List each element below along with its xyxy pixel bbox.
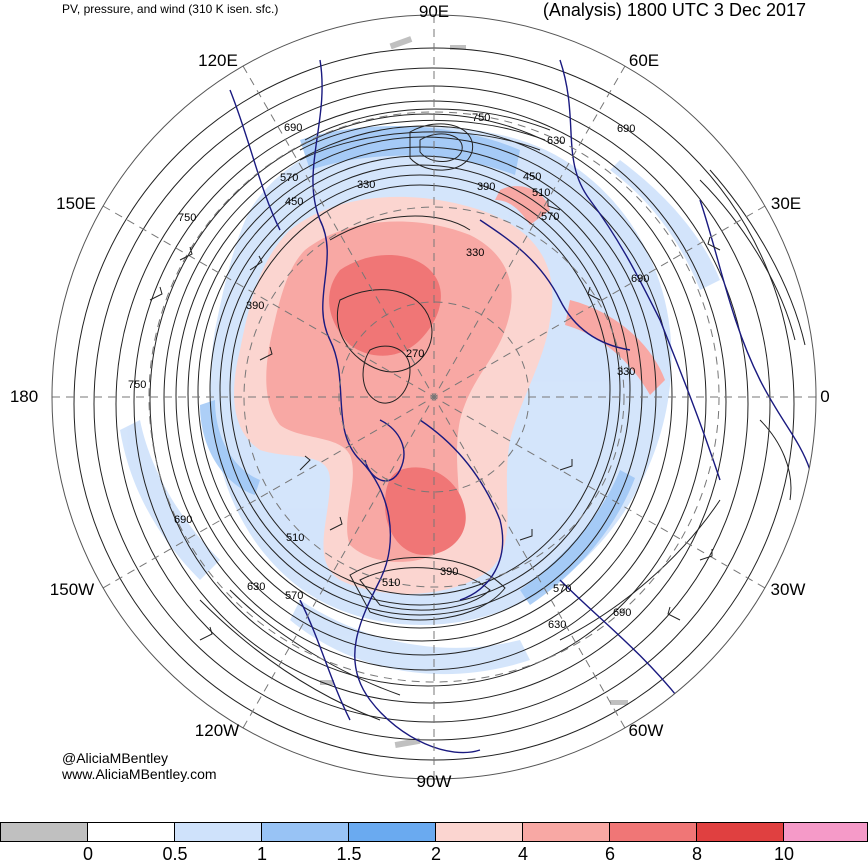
contour-label: 450 xyxy=(285,196,303,208)
colorbar-box-4 xyxy=(348,822,436,842)
contour-label: 690 xyxy=(284,122,302,134)
contour-label: 510 xyxy=(286,532,304,544)
contour-labels: 690 750 630 690 330 390 450 510 570 330 … xyxy=(128,112,649,631)
colorbar-box-6 xyxy=(522,822,610,842)
lon-label-180: 180 xyxy=(9,387,39,406)
author-website: www.AliciaMBentley.com xyxy=(62,766,217,782)
contour-label: 510 xyxy=(382,577,400,589)
lon-label-150e: 150E xyxy=(56,194,96,213)
contour-label: 570 xyxy=(285,590,303,602)
colorbar-tick-3: 1.5 xyxy=(336,844,362,864)
contour-label: 570 xyxy=(553,583,571,595)
map-title: PV, pressure, and wind (310 K isen. sfc.… xyxy=(62,2,279,16)
colorbar-tick-2: 1 xyxy=(256,844,268,864)
colorbar-box-7 xyxy=(609,822,697,842)
colorbar-box-3 xyxy=(261,822,349,842)
contour-label: 270 xyxy=(406,348,424,360)
contour-label: 630 xyxy=(547,135,565,147)
contour-label: 450 xyxy=(523,171,541,183)
lon-label-60w: 60W xyxy=(628,721,664,740)
contour-label: 630 xyxy=(247,581,265,593)
contour-label: 570 xyxy=(541,211,559,223)
lon-label-60e: 60E xyxy=(628,51,660,70)
colorbar-box-8 xyxy=(696,822,784,842)
contour-label: 390 xyxy=(440,566,458,578)
wind-barbs xyxy=(149,199,721,641)
lon-label-150w: 150W xyxy=(49,580,95,599)
contour-label: 330 xyxy=(357,179,375,191)
pv-colorbar: 0 0.5 1 1.5 2 4 6 8 10 xyxy=(0,822,868,865)
polar-map: 690 750 630 690 330 390 450 510 570 330 … xyxy=(51,14,817,780)
map-boundary xyxy=(51,14,817,780)
colorbar-tick-0: 0 xyxy=(82,844,94,864)
author-handle: @AliciaMBentley xyxy=(62,750,169,766)
contour-label: 390 xyxy=(246,300,264,312)
colorbar-tick-7: 8 xyxy=(691,844,703,864)
colorbar-tick-1: 0.5 xyxy=(162,844,188,864)
contour-label: 690 xyxy=(613,607,631,619)
lon-label-90w: 90W xyxy=(416,772,452,791)
colorbar-box-2 xyxy=(174,822,262,842)
contour-label: 690 xyxy=(617,123,635,135)
contour-label: 690 xyxy=(174,514,192,526)
colorbar-box-1 xyxy=(87,822,175,842)
colorbar-box-9 xyxy=(783,822,868,842)
contour-label: 750 xyxy=(472,112,490,124)
pv-shading-grey xyxy=(320,36,628,749)
colorbar-box-5 xyxy=(435,822,523,842)
pv-shading-red xyxy=(234,186,665,594)
colorbar-tick-6: 6 xyxy=(604,844,616,864)
lon-label-120w: 120W xyxy=(194,721,240,740)
colorbar-tick-8: 10 xyxy=(773,844,795,864)
colorbar-box-0 xyxy=(0,822,88,842)
contour-label: 690 xyxy=(631,273,649,285)
lon-label-90e: 90E xyxy=(418,2,450,21)
lon-label-120e: 120E xyxy=(198,51,238,70)
lon-label-30e: 30E xyxy=(770,194,802,213)
graticule xyxy=(52,15,816,779)
contour-label: 390 xyxy=(477,181,495,193)
contour-label: 330 xyxy=(466,247,484,259)
lon-label-30w: 30W xyxy=(770,580,806,599)
contour-label: 750 xyxy=(178,212,196,224)
contour-label: 570 xyxy=(280,172,298,184)
contour-label: 330 xyxy=(617,366,635,378)
analysis-time: (Analysis) 1800 UTC 3 Dec 2017 xyxy=(542,0,806,20)
coastlines xyxy=(229,59,811,754)
contour-label: 510 xyxy=(532,187,550,199)
colorbar-tick-4: 2 xyxy=(430,844,442,864)
pressure-contours xyxy=(73,47,806,761)
contour-label: 750 xyxy=(128,379,146,391)
contour-label: 630 xyxy=(548,619,566,631)
lon-label-0: 0 xyxy=(820,387,830,406)
colorbar-tick-5: 4 xyxy=(517,844,529,864)
